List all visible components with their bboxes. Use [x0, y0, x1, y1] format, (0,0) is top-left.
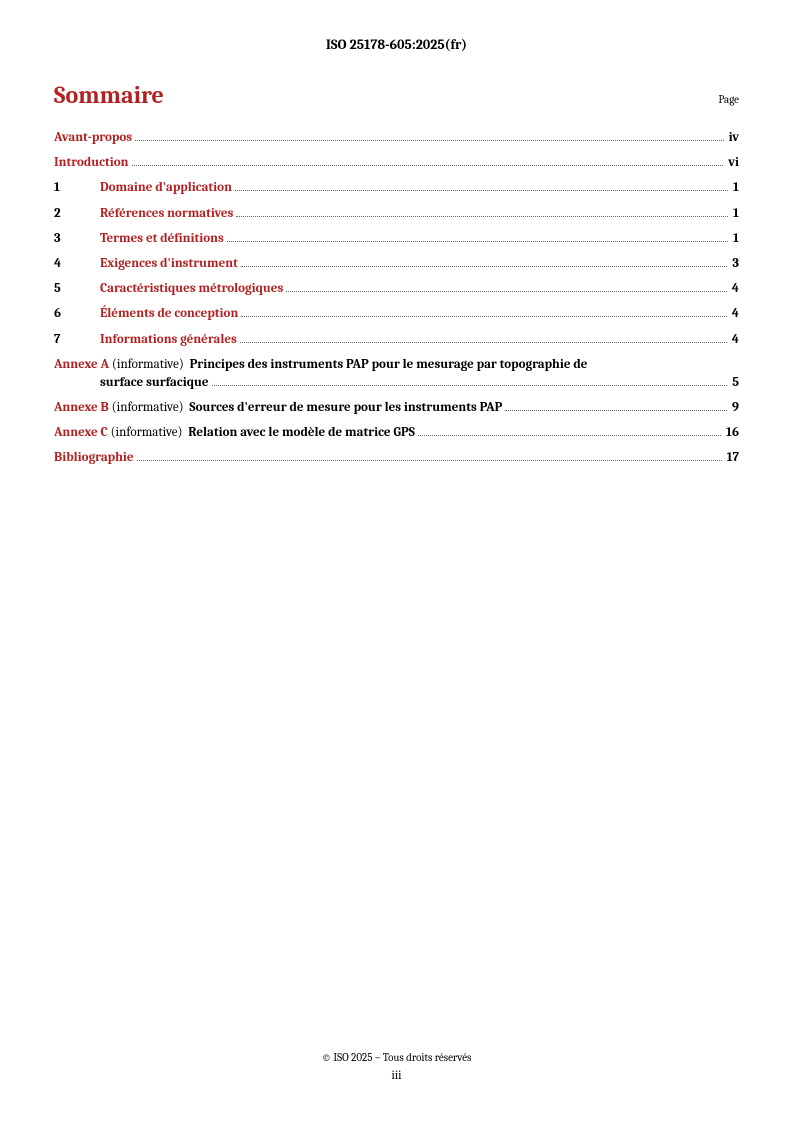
toc-entry-title: Informations générales — [100, 331, 237, 349]
annex-title: Sources d'erreur de mesure pour les inst… — [189, 400, 502, 415]
toc-entry-page: 17 — [725, 449, 739, 467]
toc-entry-page: 4 — [730, 305, 739, 323]
toc-entry-page: 1 — [731, 179, 739, 197]
toc-entry-title: Exigences d'instrument — [100, 255, 238, 273]
toc-entry-title: Références normatives — [100, 205, 233, 223]
toc-entry-number: 5 — [54, 280, 100, 298]
toc-leader-dots — [137, 460, 722, 461]
toc-entry[interactable]: 7Informations générales 4 — [54, 331, 739, 349]
annex-info: (informative) — [112, 400, 184, 415]
annex-title-cont: surface surfacique — [100, 374, 209, 392]
toc-entry-number: 7 — [54, 331, 100, 349]
toc-leader-dots — [240, 342, 727, 343]
toc-leader-dots — [135, 140, 724, 141]
toc-entry[interactable]: Bibliographie 17 — [54, 449, 739, 467]
toc-entry-page: 3 — [730, 255, 739, 273]
toc-leader-dots — [286, 291, 727, 292]
toc-leader-dots — [241, 266, 728, 267]
toc-entry-title: Introduction — [54, 154, 129, 172]
toc-entry-title: Caractéristiques métrologiques — [100, 280, 283, 298]
toc-entry[interactable]: 1Domaine d'application1 — [54, 179, 739, 197]
toc-entry[interactable]: 5Caractéristiques métrologiques 4 — [54, 280, 739, 298]
annex-info: (informative) — [111, 425, 183, 440]
toc-entry[interactable]: 3Termes et définitions 1 — [54, 230, 739, 248]
toc-entry-title: Éléments de conception — [100, 305, 238, 323]
toc-entry-number: 6 — [54, 305, 100, 323]
title-row: Sommaire Page — [54, 81, 739, 109]
toc-title: Sommaire — [54, 81, 164, 109]
toc-entry-title: Domaine d'application — [100, 179, 232, 197]
table-of-contents: Avant-proposivIntroductionvi1Domaine d'a… — [54, 129, 739, 468]
annex-label: Annexe A — [54, 357, 109, 372]
annex-label: Annexe B — [54, 400, 109, 415]
toc-entry-title: Termes et définitions — [100, 230, 224, 248]
toc-entry-title: Avant-propos — [54, 129, 132, 147]
toc-leader-dots — [212, 385, 728, 386]
toc-entry-page: 16 — [724, 424, 739, 442]
toc-leader-dots — [418, 435, 721, 436]
toc-leader-dots — [235, 190, 728, 191]
toc-entry-page: 9 — [730, 399, 739, 417]
toc-leader-dots — [236, 216, 728, 217]
toc-entry-number: 2 — [54, 205, 100, 223]
toc-leader-dots — [132, 165, 724, 166]
toc-leader-dots — [505, 410, 727, 411]
toc-entry[interactable]: 6Éléments de conception 4 — [54, 305, 739, 323]
page-number: iii — [0, 1068, 793, 1082]
page-footer: © ISO 2025 – Tous droits réservés iii — [0, 1051, 793, 1082]
toc-entry[interactable]: 4Exigences d'instrument 3 — [54, 255, 739, 273]
toc-entry-number: 3 — [54, 230, 100, 248]
annex-info: (informative) — [112, 357, 184, 372]
page-column-label: Page — [718, 93, 739, 106]
toc-entry-page: 5 — [730, 374, 739, 392]
toc-entry-annex[interactable]: Annexe A (informative) Principes des ins… — [54, 356, 739, 392]
annex-title: Principes des instruments PAP pour le me… — [190, 357, 588, 372]
toc-entry-page: iv — [727, 129, 739, 147]
toc-entry-number: 4 — [54, 255, 100, 273]
toc-entry[interactable]: Avant-propos iv — [54, 129, 739, 147]
toc-entry-page: 1 — [731, 230, 739, 248]
annex-title: Relation avec le modèle de matrice GPS — [188, 425, 415, 440]
toc-entry[interactable]: Introduction vi — [54, 154, 739, 172]
toc-leader-dots — [227, 241, 728, 242]
toc-entry-page: 1 — [731, 205, 739, 223]
toc-entry-page: vi — [726, 154, 739, 172]
document-header: ISO 25178-605:2025(fr) — [54, 36, 739, 53]
toc-entry-annex[interactable]: Annexe B (informative) Sources d'erreur … — [54, 399, 739, 417]
toc-entry-page: 4 — [730, 280, 739, 298]
toc-entry-page: 4 — [730, 331, 739, 349]
toc-entry-annex[interactable]: Annexe C (informative) Relation avec le … — [54, 424, 739, 442]
toc-entry-number: 1 — [54, 179, 100, 197]
annex-label: Annexe C — [54, 425, 108, 440]
toc-entry-title: Bibliographie — [54, 449, 134, 467]
toc-entry[interactable]: 2Références normatives 1 — [54, 205, 739, 223]
copyright-text: © ISO 2025 – Tous droits réservés — [0, 1051, 793, 1064]
toc-leader-dots — [241, 316, 727, 317]
